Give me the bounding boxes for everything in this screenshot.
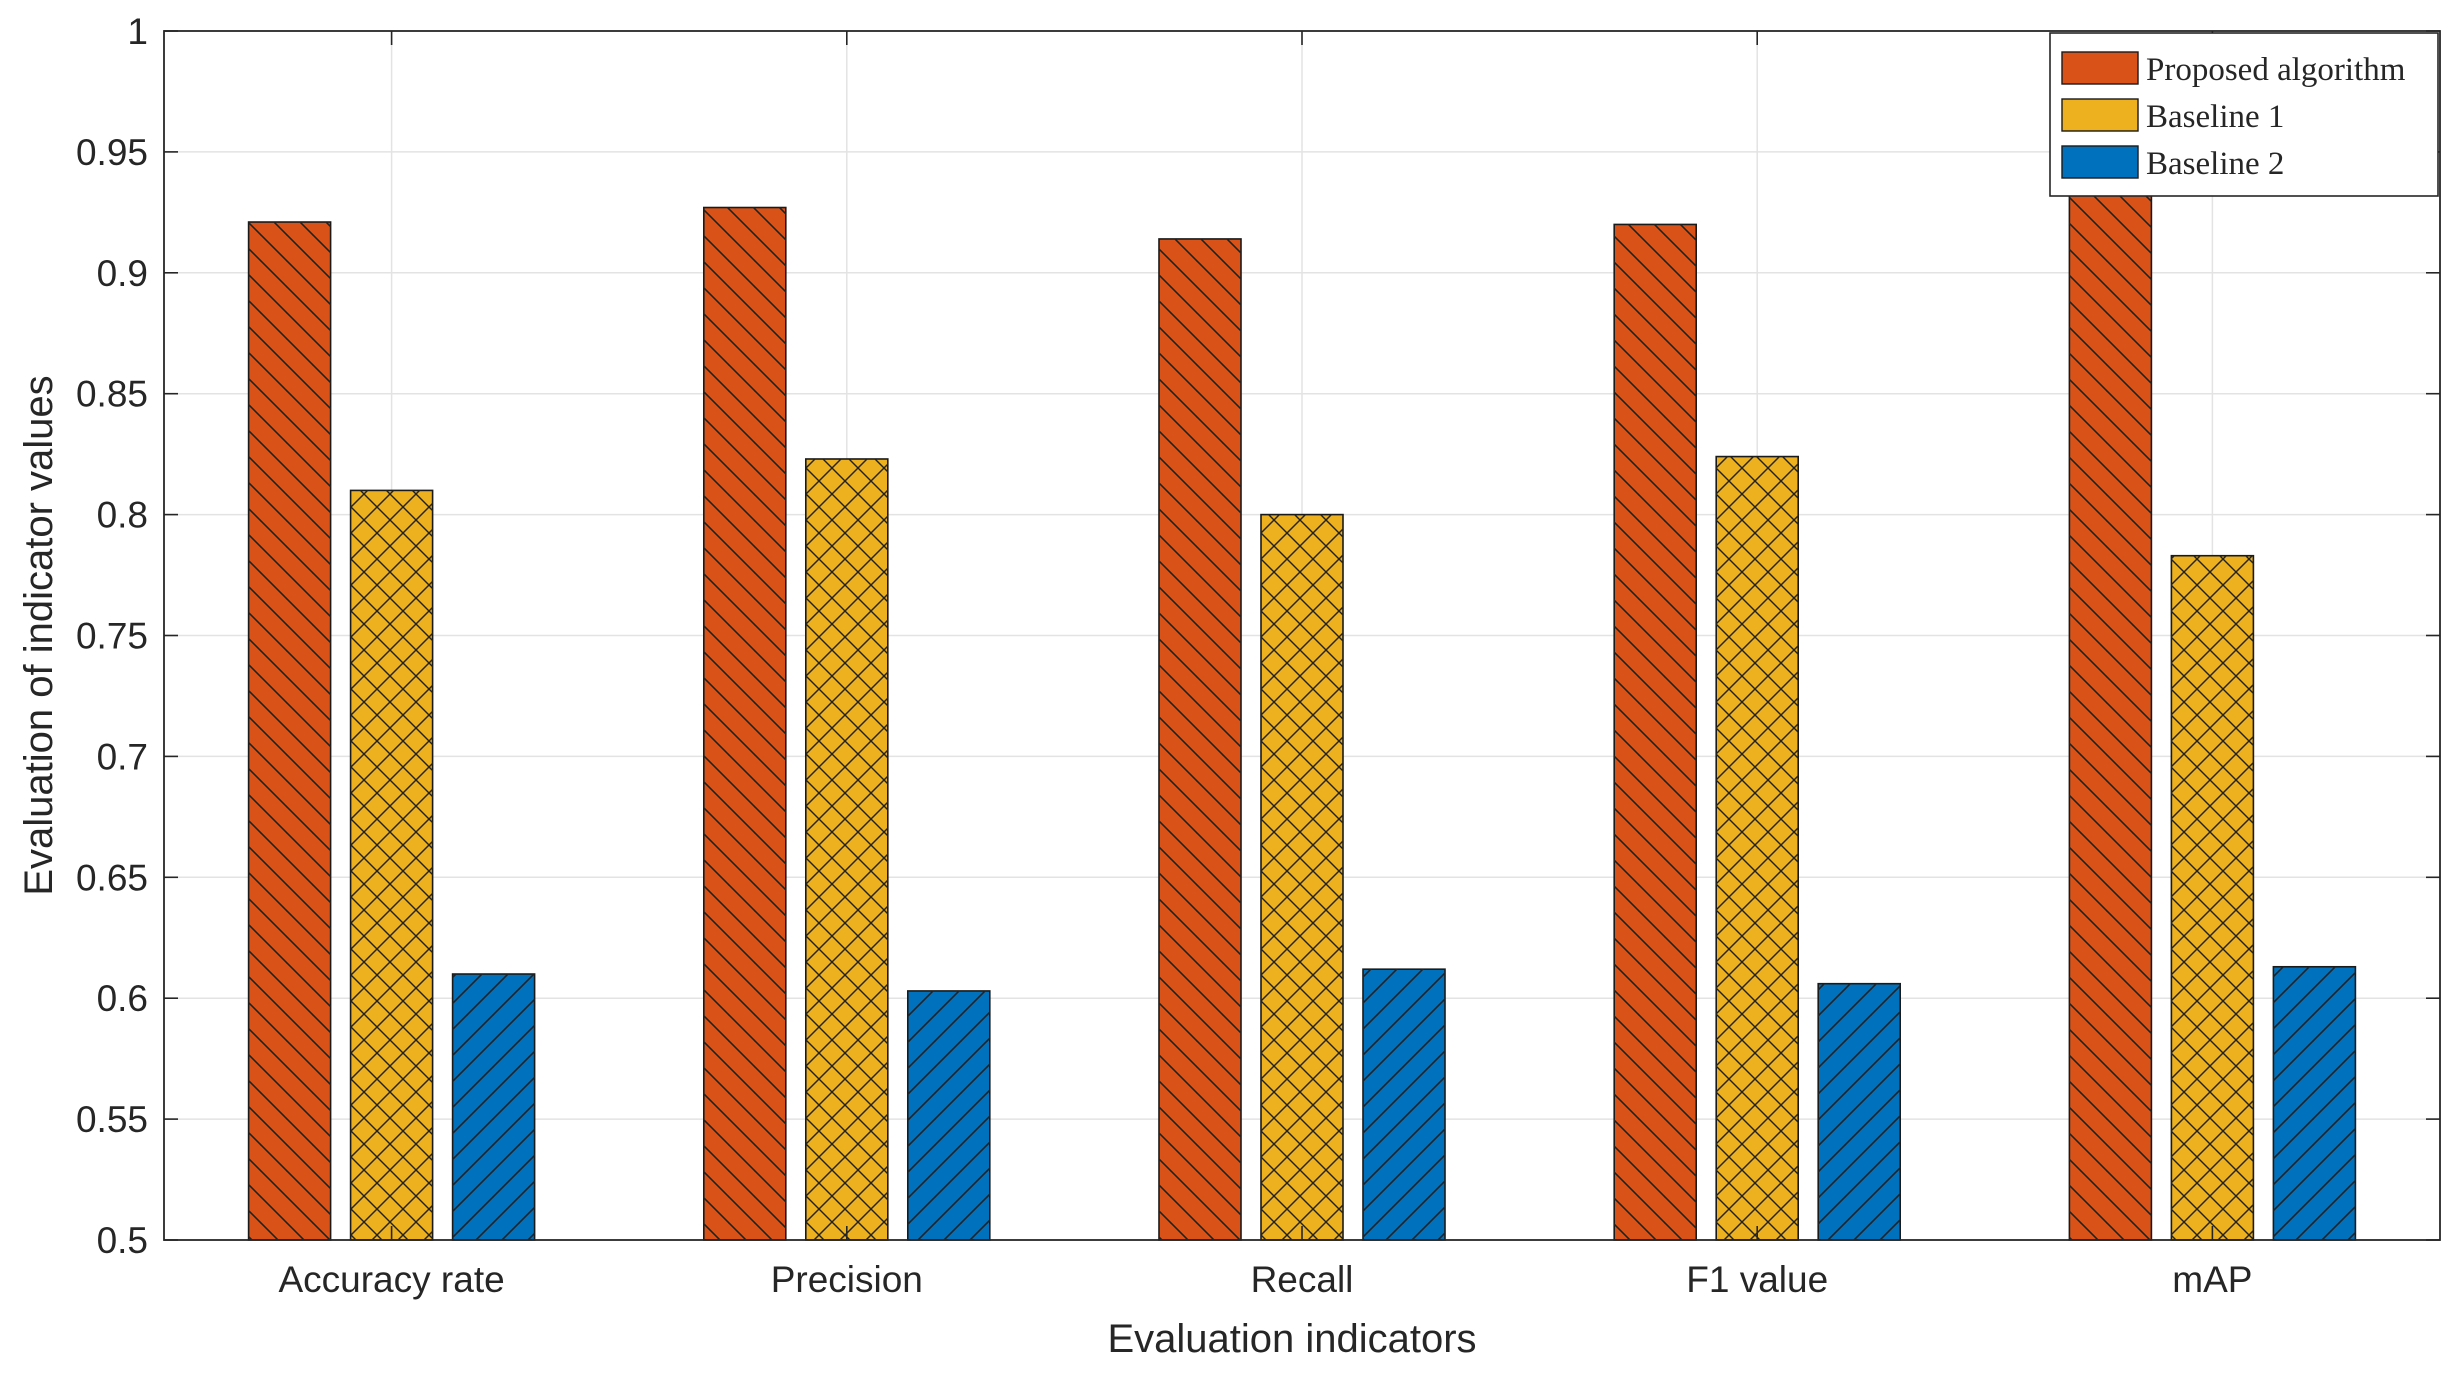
x-tick-label: mAP xyxy=(2172,1259,2252,1300)
x-tick-label: F1 value xyxy=(1686,1259,1828,1300)
legend-entry: Baseline 2 xyxy=(2061,145,2284,182)
legend-swatch xyxy=(2061,98,2139,132)
bar-hatch xyxy=(703,207,786,1240)
bar-hatch xyxy=(2069,190,2152,1240)
axis-ticks: 0.5 0.55 0.6 0.65 0.7 0.75 0.8 0.85 0.9 0.95 1 Accu… xyxy=(76,11,2440,1300)
bar-hatch xyxy=(1159,238,1241,1240)
bar-hatch xyxy=(1818,983,1901,1240)
bar-hatch xyxy=(452,974,535,1240)
bars xyxy=(247,189,2357,1241)
legend-swatch xyxy=(2061,145,2139,179)
legend-label: Baseline 1 xyxy=(2146,99,2284,135)
y-tick-label: 0.6 xyxy=(97,978,148,1019)
legend-entry: Proposed algorithm xyxy=(2061,51,2406,88)
legend-label: Proposed algorithm xyxy=(2146,52,2406,88)
bar-hatch xyxy=(1716,456,1799,1240)
y-tick-label: 0.95 xyxy=(76,132,148,173)
y-tick-label: 0.75 xyxy=(76,616,148,657)
x-tick-label: Precision xyxy=(771,1259,923,1300)
y-tick-label: 0.8 xyxy=(97,495,148,536)
legend-entry: Baseline 1 xyxy=(2061,98,2284,135)
legend-swatch xyxy=(2061,51,2139,85)
bar-hatch xyxy=(805,458,888,1241)
bar-hatch xyxy=(2171,555,2254,1240)
y-tick-label: 0.85 xyxy=(76,374,148,415)
x-axis-title: Evaluation indicators xyxy=(1107,1317,1476,1361)
bar-hatch xyxy=(907,990,990,1240)
y-tick-label: 0.7 xyxy=(97,736,148,777)
y-axis-title: Evaluation of indicator values xyxy=(17,375,61,895)
y-tick-label: 1 xyxy=(127,11,148,52)
y-tick-label: 0.5 xyxy=(97,1220,148,1261)
legend: Proposed algorithm Baseline 1 Baseline 2 xyxy=(2049,32,2439,197)
y-tick-label: 0.65 xyxy=(76,857,148,898)
x-tick-label: Recall xyxy=(1251,1259,1354,1300)
x-tick-label: Accuracy rate xyxy=(278,1259,504,1300)
bar-hatch xyxy=(248,222,331,1241)
bar-hatch xyxy=(1614,224,1697,1240)
legend-label: Baseline 2 xyxy=(2146,146,2284,182)
bar-hatch xyxy=(2273,966,2356,1240)
bar-hatch xyxy=(350,490,433,1240)
y-tick-label: 0.9 xyxy=(97,253,148,294)
y-tick-label: 0.55 xyxy=(76,1099,148,1140)
bar-hatch xyxy=(1363,969,1445,1240)
bar-hatch xyxy=(1261,514,1343,1240)
